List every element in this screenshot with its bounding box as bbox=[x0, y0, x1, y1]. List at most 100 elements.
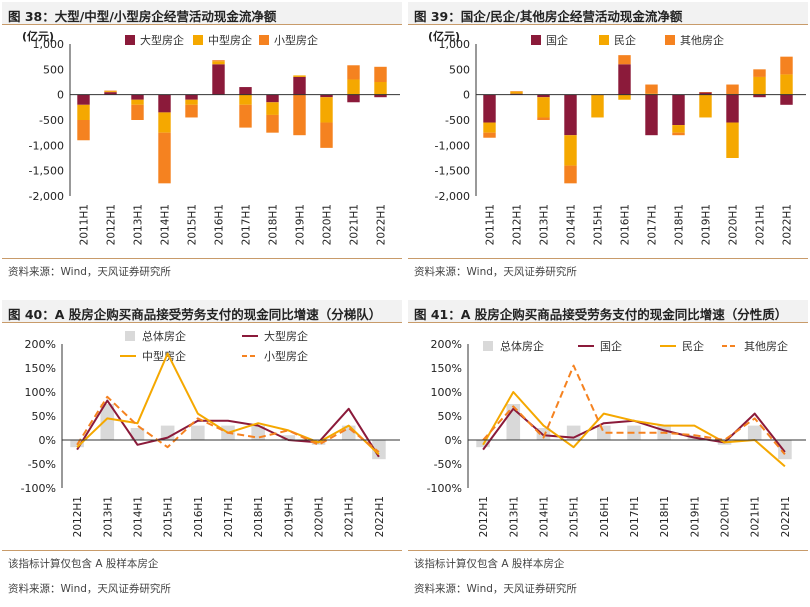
bar-segment bbox=[564, 165, 577, 184]
x-tick-label: 2020H1 bbox=[314, 496, 326, 537]
bar-segment bbox=[185, 94, 198, 100]
bar-segment bbox=[537, 94, 550, 98]
y-tick-label: 1,000 bbox=[33, 38, 65, 51]
legend-label: 小型房企 bbox=[264, 349, 308, 363]
bar-segment bbox=[212, 61, 225, 65]
bar-segment bbox=[77, 94, 90, 105]
bar-segment bbox=[374, 94, 387, 98]
bar-total bbox=[130, 428, 145, 440]
fig38-divider bbox=[2, 258, 402, 259]
bar-segment bbox=[483, 132, 496, 138]
bar-segment bbox=[510, 93, 523, 95]
fig39-title: 图 39：国企/民企/其他房企经营活动现金流净额 bbox=[414, 9, 683, 24]
y-tick-label: -500 bbox=[445, 114, 470, 127]
bar-segment bbox=[483, 94, 496, 123]
x-tick-label: 2022H1 bbox=[782, 204, 794, 245]
fig40-note: 该指标计算仅包含 A 股样本房企 bbox=[8, 558, 159, 570]
y-tick-label: -1,000 bbox=[435, 139, 470, 152]
y-tick-label: 200% bbox=[25, 338, 56, 351]
x-tick-label: 2022H1 bbox=[374, 496, 386, 537]
x-tick-label: 2014H1 bbox=[160, 204, 172, 245]
legend-marker bbox=[125, 331, 135, 341]
x-tick-label: 2021H1 bbox=[344, 496, 356, 537]
fig38-title-bar: 图 38：大型/中型/小型房企经营活动现金流净额 bbox=[2, 2, 402, 25]
panel-fig41: 图 41：A 股房企购买商品接受劳务支付的现金同比增速（分性质） 总体房企 国企 民… bbox=[408, 300, 808, 605]
legend-label: 国企 bbox=[600, 339, 622, 353]
series-line bbox=[76, 395, 380, 453]
x-tick-label: 2020H1 bbox=[720, 496, 732, 537]
bar-segment bbox=[266, 114, 279, 133]
bar-segment bbox=[753, 69, 766, 77]
bar-segment bbox=[374, 66, 387, 82]
y-tick-label: -1,500 bbox=[435, 165, 470, 178]
bar-segment bbox=[293, 94, 306, 136]
bar-segment bbox=[753, 76, 766, 95]
x-tick-label: 2018H1 bbox=[268, 204, 280, 245]
x-tick-label: 2016H1 bbox=[214, 204, 226, 245]
bar-segment bbox=[618, 55, 631, 65]
legend-label: 中型房企 bbox=[208, 33, 252, 47]
y-tick-label: -2,000 bbox=[435, 190, 470, 203]
bar-segment bbox=[131, 104, 144, 120]
bar-segment bbox=[158, 132, 171, 184]
fig41-source: 资料来源：Wind，天风证券研究所 bbox=[414, 583, 577, 595]
y-tick-label: 500 bbox=[43, 63, 64, 76]
x-tick-label: 2013H1 bbox=[508, 496, 520, 537]
bar-segment bbox=[239, 94, 252, 105]
bar-segment bbox=[645, 93, 658, 95]
bar-segment bbox=[780, 56, 793, 75]
y-tick-label: -2,000 bbox=[29, 190, 64, 203]
y-tick-label: 100% bbox=[431, 386, 462, 399]
fig40-title-bar: 图 40：A 股房企购买商品接受劳务支付的现金同比增速（分梯队） bbox=[2, 300, 402, 323]
y-tick-label: 150% bbox=[25, 362, 56, 375]
x-tick-label: 2018H1 bbox=[674, 204, 686, 245]
y-tick-label: -50% bbox=[28, 458, 56, 471]
legend-label: 小型房企 bbox=[274, 33, 318, 47]
x-tick-label: 2015H1 bbox=[163, 496, 175, 537]
legend-label: 其他房企 bbox=[744, 339, 788, 353]
bar-segment bbox=[185, 99, 198, 105]
y-tick-label: 0% bbox=[39, 434, 56, 447]
x-tick-label: 2019H1 bbox=[689, 496, 701, 537]
bar-total bbox=[281, 435, 296, 440]
bar-segment bbox=[726, 122, 739, 158]
y-tick-label: 100% bbox=[25, 386, 56, 399]
series-line bbox=[482, 391, 786, 468]
bar-segment bbox=[780, 94, 793, 105]
legend-marker bbox=[193, 35, 203, 45]
bar-segment bbox=[347, 65, 360, 80]
bar-segment bbox=[104, 90, 117, 92]
fig38-source: 资料来源：Wind，天风证券研究所 bbox=[8, 266, 171, 278]
legend-label: 其他房企 bbox=[680, 33, 724, 47]
bar-segment bbox=[672, 125, 685, 133]
x-tick-label: 2014H1 bbox=[566, 204, 578, 245]
x-tick-label: 2012H1 bbox=[478, 496, 490, 537]
bar-segment bbox=[726, 84, 739, 95]
x-tick-label: 2019H1 bbox=[283, 496, 295, 537]
x-tick-label: 2016H1 bbox=[599, 496, 611, 537]
chart-fig39: (亿元) 国企 民企 其他房企 1,000 500 0 -500 -1,000 -1,500 -2,… bbox=[428, 29, 806, 245]
legend-label: 大型房企 bbox=[140, 33, 184, 47]
bar-segment bbox=[483, 122, 496, 133]
panel-fig39: 图 39：国企/民企/其他房企经营活动现金流净额 (亿元) 国企 民企 其他房企 1,0… bbox=[408, 2, 808, 287]
bar-segment bbox=[320, 97, 333, 123]
x-tick-label: 2015H1 bbox=[569, 496, 581, 537]
y-tick-label: 0 bbox=[463, 89, 470, 102]
x-tick-label: 2013H1 bbox=[102, 496, 114, 537]
bar-segment bbox=[158, 112, 171, 133]
bar-segment bbox=[591, 94, 604, 118]
x-tick-label: 2015H1 bbox=[593, 204, 605, 245]
bar-segment bbox=[104, 91, 117, 93]
bar-segment bbox=[510, 91, 523, 92]
bar-segment bbox=[645, 94, 658, 136]
fig41-note: 该指标计算仅包含 A 股样本房企 bbox=[414, 558, 565, 570]
x-tick-label: 2017H1 bbox=[647, 204, 659, 245]
x-tick-label: 2015H1 bbox=[187, 204, 199, 245]
bar-segment bbox=[347, 79, 360, 95]
series-line bbox=[76, 399, 380, 458]
bar-segment bbox=[510, 91, 523, 94]
bar-segment bbox=[158, 94, 171, 113]
fig40-divider bbox=[2, 550, 402, 551]
legend-marker bbox=[531, 35, 541, 45]
x-tick-label: 2019H1 bbox=[295, 204, 307, 245]
